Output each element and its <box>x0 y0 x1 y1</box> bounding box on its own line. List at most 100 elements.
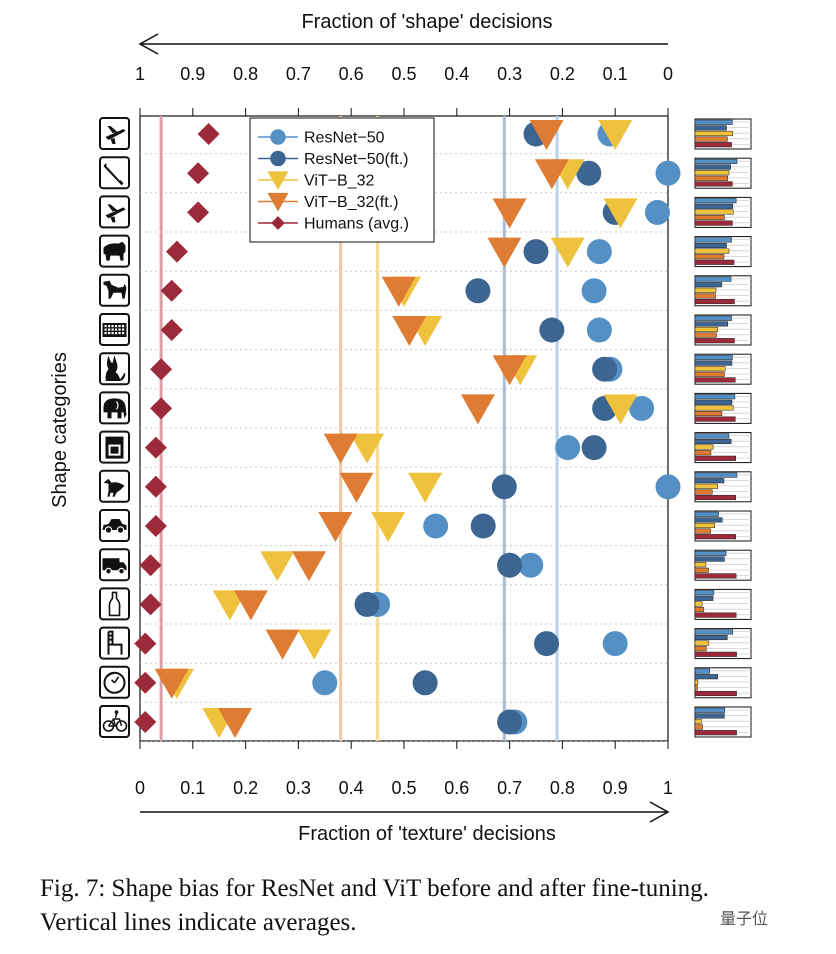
figure-caption: Fig. 7: Shape bias for ResNet and ViT be… <box>40 875 709 936</box>
mini-bar <box>694 237 732 243</box>
bottom-tick-label: 0.4 <box>339 778 364 798</box>
triangle-marker <box>318 512 353 542</box>
mini-bar <box>694 181 733 187</box>
mini-bar <box>694 679 699 685</box>
average-lines <box>159 116 559 741</box>
mini-bar <box>694 433 730 439</box>
bicycle-icon <box>102 710 128 732</box>
triangle-marker <box>339 472 374 503</box>
category-icons <box>99 117 130 738</box>
elephant-icon <box>103 398 127 419</box>
mini-bar <box>694 416 736 422</box>
top-tick-label: 0.8 <box>233 64 258 84</box>
triangle-marker <box>218 708 253 738</box>
bottom-tick-label: 0.9 <box>603 778 628 798</box>
mini-bar <box>694 573 737 579</box>
bottom-tick-label: 0.5 <box>391 778 416 798</box>
mini-bar <box>694 326 718 333</box>
mini-bar <box>694 629 734 635</box>
mini-bar <box>694 220 733 226</box>
knife-icon <box>103 163 124 186</box>
mini-bar <box>694 293 716 299</box>
mini-bar <box>694 590 715 596</box>
bottom-axis-ticks: 0 0.1 0.2 0.3 0.4 0.5 0.6 0.7 0.8 0.9 1 <box>135 741 673 798</box>
icon-frame <box>99 626 130 660</box>
mini-bar <box>694 130 734 137</box>
mini-bar <box>694 713 725 719</box>
circle-marker <box>465 278 491 304</box>
triangle-marker <box>265 629 300 660</box>
top-tick-label: 0.3 <box>497 64 522 84</box>
y-axis-title: Shape categories <box>49 352 71 508</box>
mini-bar <box>694 455 736 461</box>
mini-bar <box>694 360 733 366</box>
mini-bar <box>694 366 726 372</box>
mini-bar <box>694 601 703 607</box>
circle-marker <box>576 160 602 186</box>
legend-circle-marker <box>270 129 286 145</box>
mini-bar <box>694 567 709 573</box>
circle-marker <box>586 317 612 343</box>
diamond-marker <box>187 201 210 224</box>
mini-bar <box>694 287 717 293</box>
mini-bar <box>694 164 731 170</box>
mini-bar <box>694 203 734 209</box>
top-axis-arrow <box>138 33 668 55</box>
dog-icon <box>103 280 127 299</box>
mini-bar <box>694 276 732 282</box>
circle-marker <box>555 435 581 461</box>
circle-marker <box>534 631 560 657</box>
triangle-marker <box>233 590 268 621</box>
legend-triangle-marker <box>267 192 289 212</box>
top-axis-ticks: 1 0.9 0.8 0.7 0.6 0.5 0.4 0.3 0.2 0.1 0 <box>135 64 673 116</box>
mini-bar <box>694 248 730 254</box>
watermark: 量子位 <box>720 909 769 928</box>
triangle-marker <box>492 355 527 386</box>
mini-bar <box>694 668 710 674</box>
shape-bias-chart: Fraction of 'shape' decisions 1 0.9 0.8 0.7… <box>49 11 752 845</box>
circle-marker <box>491 474 517 500</box>
airplane-icon <box>105 126 126 144</box>
mini-bar <box>694 399 733 405</box>
mini-bar <box>694 444 714 450</box>
mini-bar <box>694 450 712 456</box>
diamond-marker <box>134 632 157 655</box>
bottom-axis-arrow <box>140 801 670 823</box>
mini-bar <box>694 405 734 411</box>
mini-bar <box>694 259 735 265</box>
mini-bar <box>694 125 727 131</box>
bottom-tick-label: 1 <box>663 778 673 798</box>
bottom-tick-label: 0.3 <box>286 778 311 798</box>
bottom-axis-title: Fraction of 'texture' decisions <box>298 823 556 845</box>
circle-marker <box>586 239 612 265</box>
legend-diamond-marker <box>271 216 285 230</box>
triangle-marker <box>323 433 358 464</box>
mini-bar <box>694 315 732 321</box>
triangle-marker <box>603 198 638 229</box>
circle-marker <box>312 670 338 696</box>
mini-bar <box>694 562 707 568</box>
mini-bar <box>694 209 734 215</box>
triangle-marker <box>350 433 385 464</box>
diamond-marker <box>150 397 173 420</box>
triangle-marker <box>154 668 189 699</box>
mini-bar <box>694 528 711 534</box>
mini-bar <box>694 170 730 176</box>
triangle-marker <box>534 159 569 190</box>
mini-bar <box>694 517 723 523</box>
circle-marker <box>629 395 655 421</box>
triangle-marker <box>603 394 638 425</box>
mini-bar <box>694 483 718 489</box>
diamond-marker <box>187 162 210 185</box>
mini-bar <box>694 354 733 361</box>
top-tick-label: 0.9 <box>180 64 205 84</box>
triangle-marker <box>371 512 406 542</box>
bear-icon <box>103 241 126 261</box>
oven-icon <box>105 436 124 459</box>
mini-bar <box>694 438 732 445</box>
airplane-icon <box>105 204 126 223</box>
diamond-marker <box>144 475 167 498</box>
mini-bar <box>694 472 738 478</box>
mini-bar <box>694 332 717 338</box>
mini-bar <box>694 556 725 562</box>
